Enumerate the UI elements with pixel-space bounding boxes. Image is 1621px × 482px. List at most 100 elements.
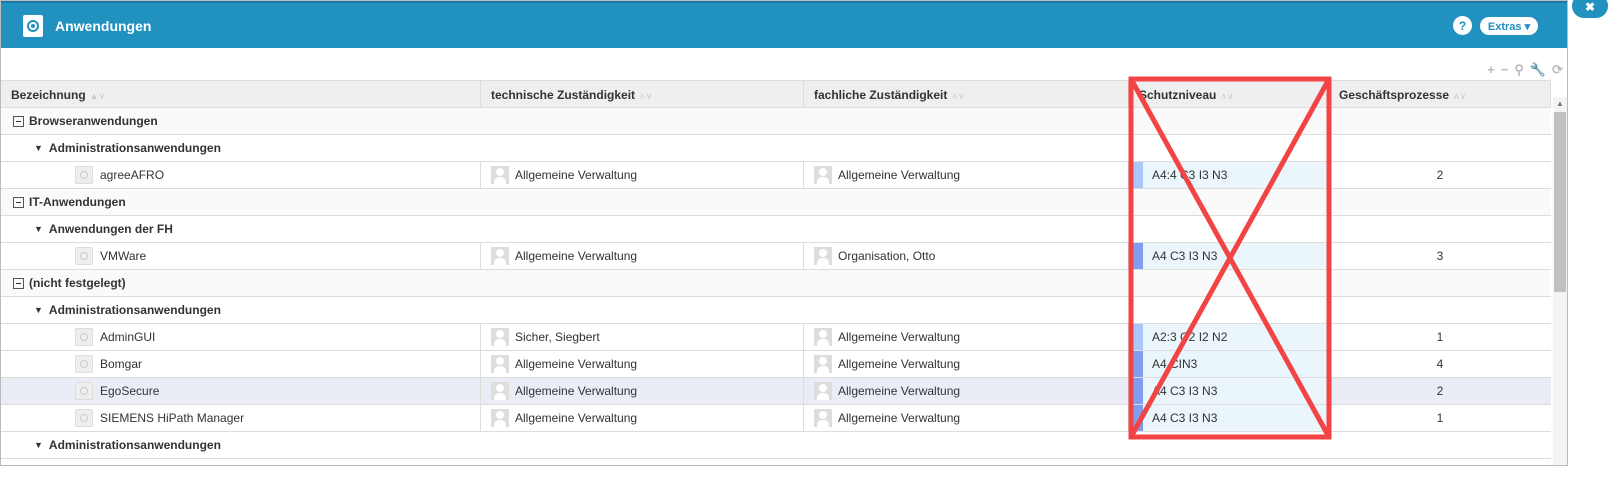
application-name[interactable]: VMWare bbox=[100, 249, 147, 263]
person-icon bbox=[814, 166, 832, 184]
title-bar: Anwendungen ? Extras ▾ bbox=[1, 1, 1567, 48]
minus-icon[interactable]: − bbox=[1500, 62, 1509, 77]
business-responsibility: Allgemeine Verwaltung bbox=[838, 384, 961, 398]
subgroup-row[interactable]: ▼ Administrationsanwendungen bbox=[1, 432, 1551, 459]
application-name[interactable]: EgoSecure bbox=[100, 384, 160, 398]
scrollbar-thumb[interactable] bbox=[1554, 112, 1566, 292]
table-row[interactable]: SIEMENS HiPath Manager Allgemeine Verwalt… bbox=[1, 405, 1551, 432]
subgroup-label: Administrationsanwendungen bbox=[48, 141, 221, 155]
person-icon bbox=[814, 382, 832, 400]
sort-icon[interactable]: ∧∨ bbox=[1220, 91, 1234, 101]
group-label: IT-Anwendungen bbox=[29, 195, 126, 209]
application-icon bbox=[75, 328, 93, 346]
application-icon bbox=[75, 355, 93, 373]
application-name[interactable]: AdminGUI bbox=[100, 330, 156, 344]
application-icon bbox=[75, 382, 93, 400]
person-icon bbox=[491, 247, 509, 265]
protection-level-bar bbox=[1129, 324, 1143, 350]
applications-window: Anwendungen ? Extras ▾ + − ⚲ 🔧 ⟳ Bezeichnung… bbox=[0, 0, 1568, 466]
business-process-count: 2 bbox=[1436, 384, 1444, 398]
person-icon bbox=[814, 247, 832, 265]
applications-grid: Bezeichnung ▲∨ technische Zuständigkeit ∧∨ f… bbox=[1, 80, 1551, 459]
subgroup-row[interactable]: ▼ Administrationsanwendungen bbox=[1, 297, 1551, 324]
technical-responsibility: Allgemeine Verwaltung bbox=[515, 411, 638, 425]
group-row[interactable]: IT-Anwendungen bbox=[1, 189, 1551, 216]
subgroup-label: Administrationsanwendungen bbox=[48, 303, 221, 317]
protection-level-bar bbox=[1129, 405, 1143, 431]
column-header-label: technische Zuständigkeit bbox=[491, 88, 636, 102]
application-name[interactable]: Bomgar bbox=[100, 357, 143, 371]
person-icon bbox=[491, 355, 509, 373]
application-icon bbox=[75, 409, 93, 427]
business-process-count: 3 bbox=[1436, 249, 1444, 263]
subgroup-label: Administrationsanwendungen bbox=[48, 438, 221, 452]
sort-icon[interactable]: ▲∨ bbox=[89, 91, 106, 101]
business-process-count: 4 bbox=[1436, 357, 1444, 371]
person-icon bbox=[814, 328, 832, 346]
group-row[interactable]: (nicht festgelegt) bbox=[1, 270, 1551, 297]
person-icon bbox=[491, 166, 509, 184]
app-logo-icon bbox=[23, 14, 43, 37]
extras-menu-button[interactable]: Extras ▾ bbox=[1480, 17, 1538, 35]
table-row[interactable]: agreeAFRO Allgemeine Verwaltung Allgemeine… bbox=[1, 162, 1551, 189]
table-row[interactable]: EgoSecure Allgemeine Verwaltung Allgemeine… bbox=[1, 378, 1551, 405]
help-button[interactable]: ? bbox=[1453, 16, 1472, 35]
person-icon bbox=[491, 382, 509, 400]
protection-level: A4:4 C3 I3 N3 bbox=[1143, 162, 1328, 188]
collapse-icon[interactable] bbox=[13, 277, 24, 289]
business-process-count: 1 bbox=[1436, 411, 1444, 425]
protection-level-bar bbox=[1129, 378, 1143, 404]
table-row[interactable]: Bomgar Allgemeine Verwaltung Allgemeine Ve… bbox=[1, 351, 1551, 378]
caret-down-icon[interactable]: ▼ bbox=[34, 143, 43, 153]
refresh-icon[interactable]: ⟳ bbox=[1552, 62, 1563, 77]
subgroup-label: Anwendungen der FH bbox=[48, 222, 173, 236]
business-responsibility: Allgemeine Verwaltung bbox=[838, 168, 961, 182]
search-icon[interactable]: ⚲ bbox=[1514, 62, 1524, 77]
table-row[interactable]: AdminGUI Sicher, Siegbert Allgemeine Verwa… bbox=[1, 324, 1551, 351]
technical-responsibility: Allgemeine Verwaltung bbox=[515, 249, 638, 263]
vertical-scrollbar[interactable]: ▲ bbox=[1553, 97, 1567, 465]
close-button[interactable]: ✖ bbox=[1570, 0, 1610, 20]
business-responsibility: Allgemeine Verwaltung bbox=[838, 330, 961, 344]
sort-icon[interactable]: ∧∨ bbox=[951, 91, 965, 101]
caret-down-icon[interactable]: ▼ bbox=[34, 224, 43, 234]
sort-icon[interactable]: ∧∨ bbox=[639, 91, 653, 101]
group-label: Browseranwendungen bbox=[29, 114, 158, 128]
technical-responsibility: Allgemeine Verwaltung bbox=[515, 357, 638, 371]
column-header-3[interactable]: Schutzniveau ∧∨ bbox=[1129, 81, 1329, 107]
person-icon bbox=[491, 409, 509, 427]
column-header-label: Bezeichnung bbox=[11, 88, 86, 102]
collapse-icon[interactable] bbox=[13, 196, 24, 208]
collapse-icon[interactable] bbox=[13, 115, 24, 127]
caret-down-icon[interactable]: ▼ bbox=[34, 440, 43, 450]
grid-toolbar: + − ⚲ 🔧 ⟳ bbox=[1487, 62, 1563, 78]
caret-down-icon[interactable]: ▼ bbox=[34, 305, 43, 315]
scroll-up-icon[interactable]: ▲ bbox=[1556, 99, 1564, 108]
business-responsibility: Organisation, Otto bbox=[838, 249, 936, 263]
table-row[interactable]: VMWare Allgemeine Verwaltung Organisation,… bbox=[1, 243, 1551, 270]
column-header-label: Schutzniveau bbox=[1139, 88, 1217, 102]
application-name[interactable]: SIEMENS HiPath Manager bbox=[100, 411, 245, 425]
protection-level: A4 C3 I3 N3 bbox=[1143, 378, 1328, 404]
technical-responsibility: Allgemeine Verwaltung bbox=[515, 168, 638, 182]
group-row[interactable]: Browseranwendungen bbox=[1, 108, 1551, 135]
protection-level-bar bbox=[1129, 351, 1143, 377]
column-header-label: Geschäftsprozesse bbox=[1339, 88, 1450, 102]
subgroup-row[interactable]: ▼ Administrationsanwendungen bbox=[1, 135, 1551, 162]
person-icon bbox=[491, 328, 509, 346]
plus-icon[interactable]: + bbox=[1487, 62, 1495, 77]
column-header-1[interactable]: technische Zuständigkeit ∧∨ bbox=[481, 81, 804, 107]
person-icon bbox=[814, 409, 832, 427]
subgroup-row[interactable]: ▼ Anwendungen der FH bbox=[1, 216, 1551, 243]
wrench-icon[interactable]: 🔧 bbox=[1529, 62, 1547, 77]
business-process-count: 2 bbox=[1436, 168, 1444, 182]
application-name[interactable]: agreeAFRO bbox=[100, 168, 165, 182]
column-header-2[interactable]: fachliche Zuständigkeit ∧∨ bbox=[804, 81, 1129, 107]
sort-icon[interactable]: ∧∨ bbox=[1453, 91, 1467, 101]
column-header-4[interactable]: Geschäftsprozesse ∧∨ bbox=[1329, 81, 1551, 107]
technical-responsibility: Allgemeine Verwaltung bbox=[515, 384, 638, 398]
protection-level: A4 C3 I3 N3 bbox=[1143, 405, 1328, 431]
protection-level-bar bbox=[1129, 162, 1143, 188]
window-title: Anwendungen bbox=[55, 17, 152, 34]
column-header-0[interactable]: Bezeichnung ▲∨ bbox=[1, 81, 481, 107]
